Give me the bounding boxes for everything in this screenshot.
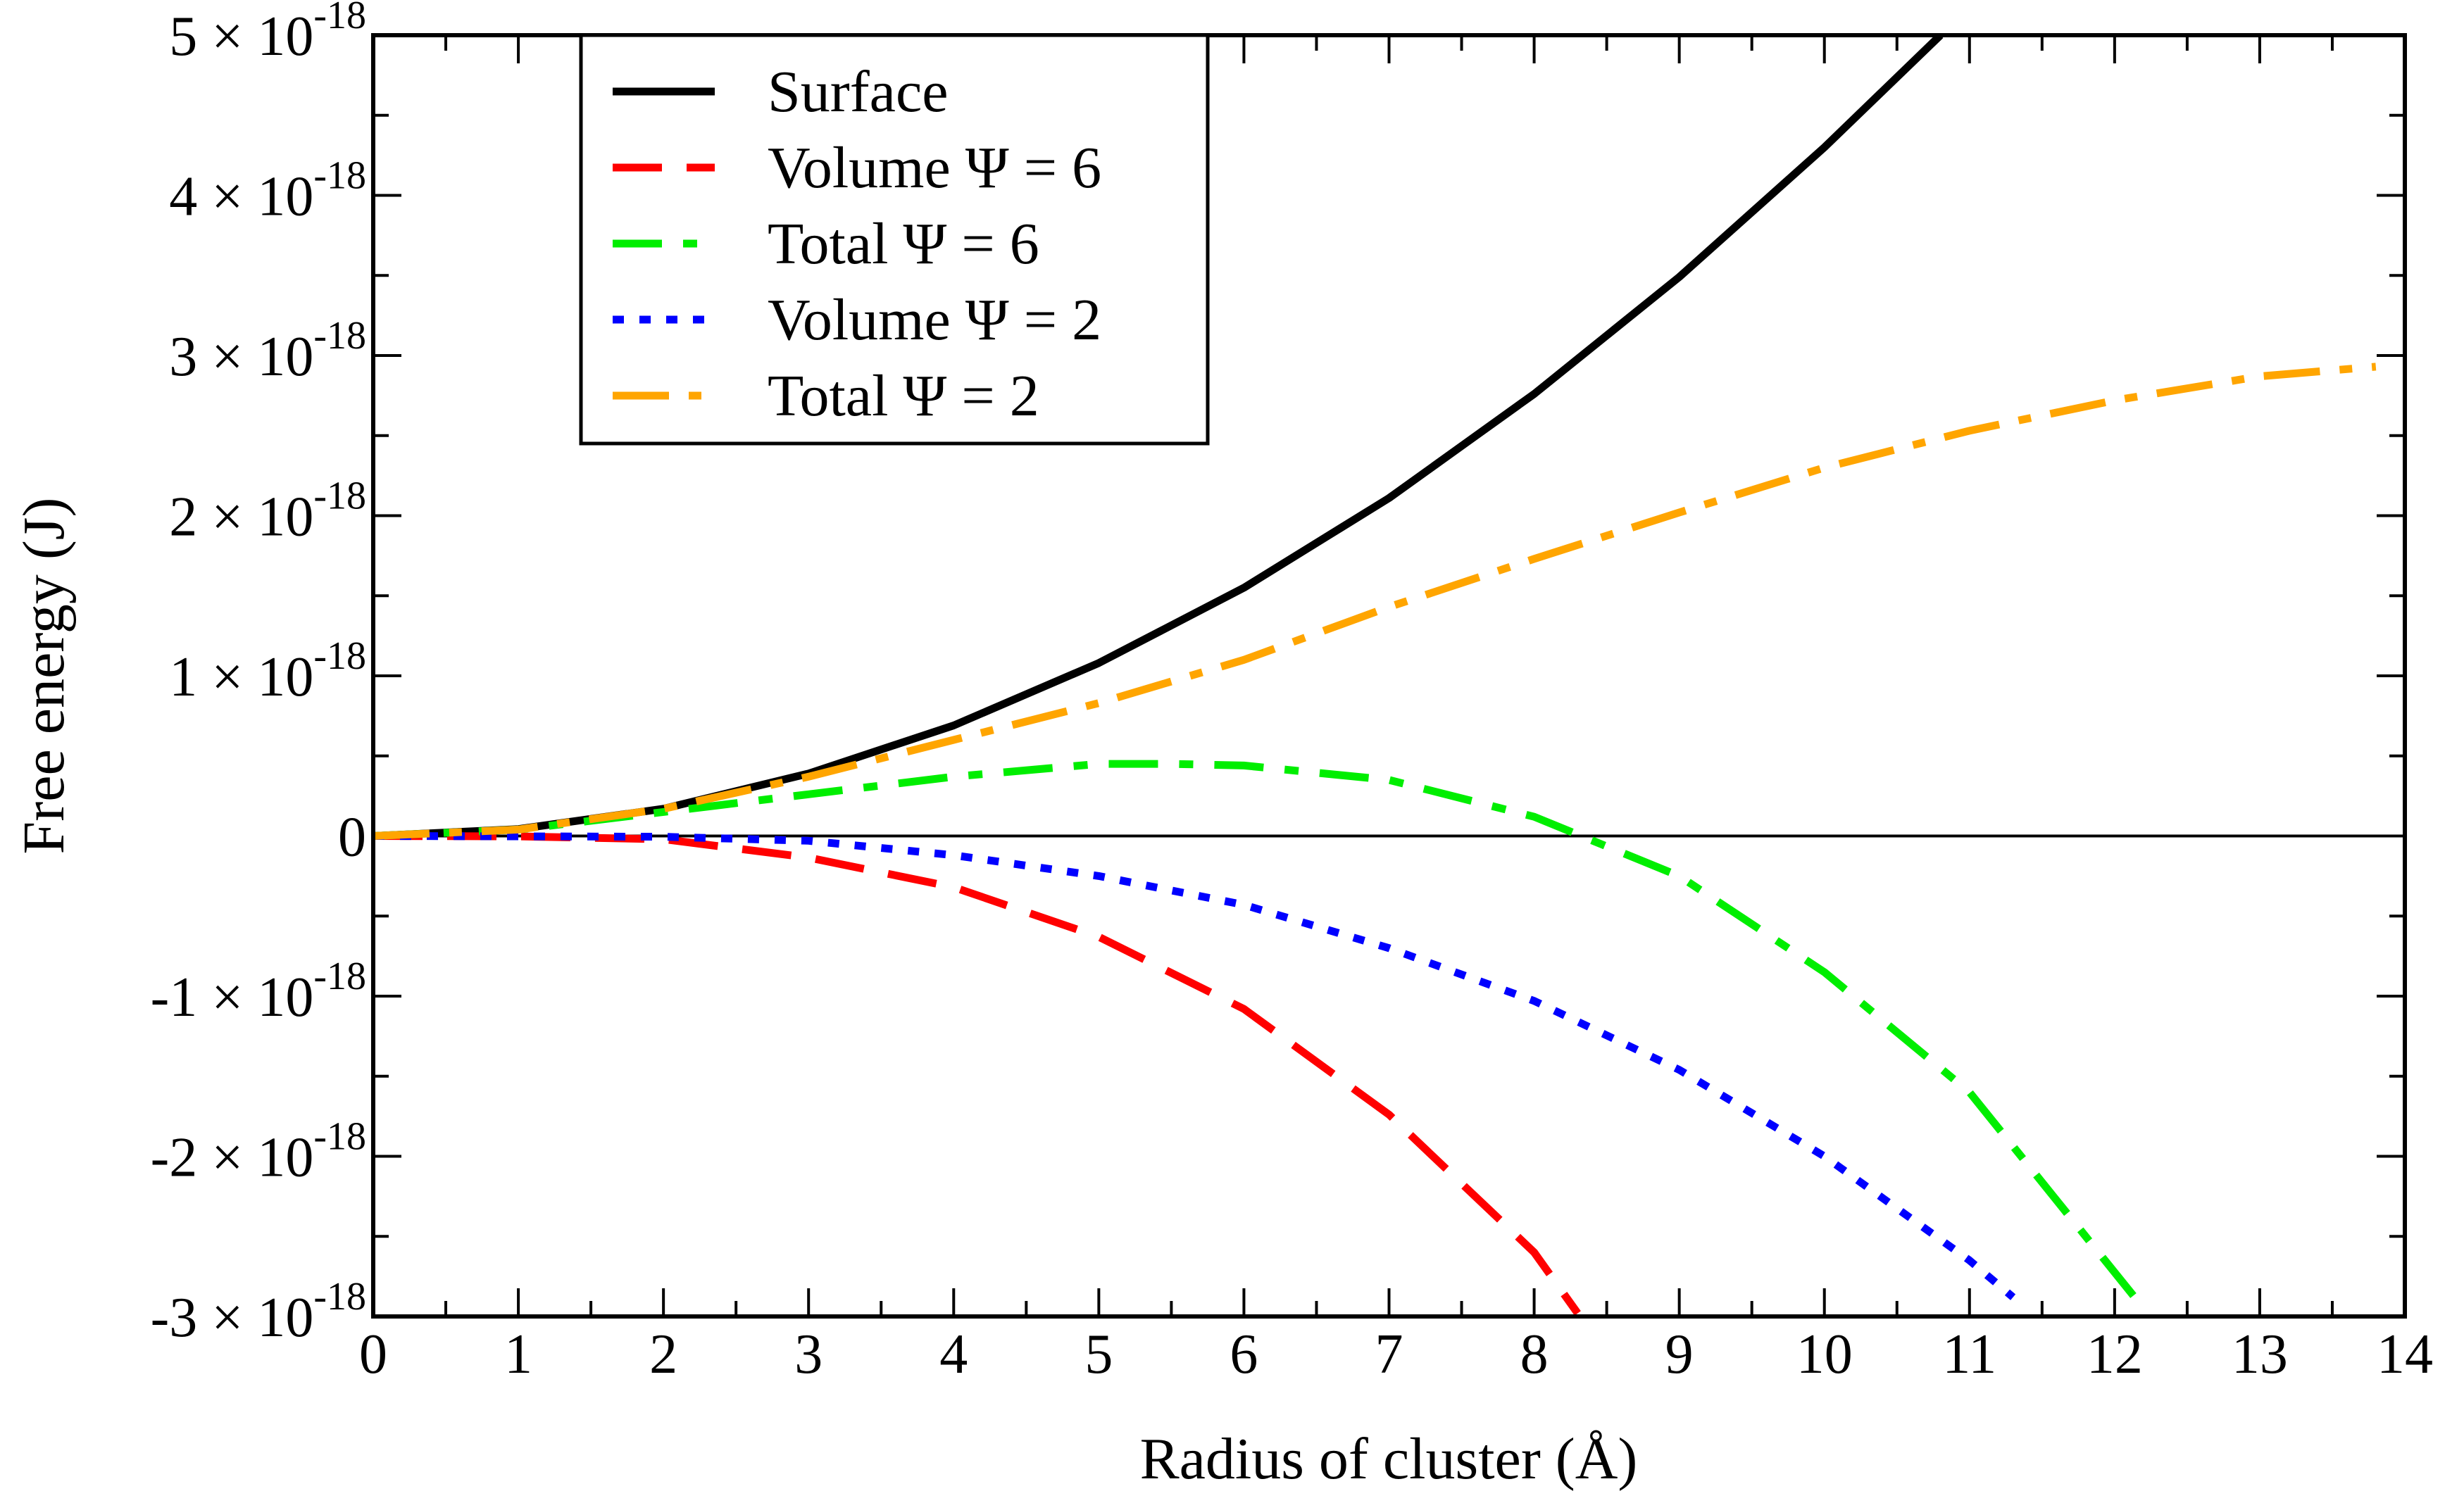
legend: Surface Volume Ψ = 6 Total Ψ = 6 Volume Ψ =… bbox=[579, 33, 1210, 446]
y-tick-label: -3 × 10-18 bbox=[151, 1275, 366, 1349]
y-tick-label: 3 × 10-18 bbox=[169, 314, 366, 388]
x-axis-title: Radius of cluster (Å) bbox=[1140, 1426, 1638, 1492]
x-tick-label: 0 bbox=[359, 1323, 387, 1385]
legend-label: Volume Ψ = 2 bbox=[768, 287, 1101, 353]
legend-label: Volume Ψ = 6 bbox=[768, 135, 1101, 201]
x-tick-labels: 0 1 2 3 4 5 6 7 8 9 10 11 12 13 14 bbox=[359, 1323, 2433, 1385]
y-tick-label: 4 × 10-18 bbox=[169, 154, 366, 228]
x-tick-label: 8 bbox=[1520, 1323, 1549, 1385]
x-tick-label: 3 bbox=[794, 1323, 823, 1385]
series-line-5 bbox=[373, 363, 2377, 840]
x-tick-label: 12 bbox=[2087, 1323, 2143, 1385]
y-tick-label: 2 × 10-18 bbox=[169, 474, 366, 548]
series-lines bbox=[373, 35, 2377, 1316]
legend-box bbox=[579, 33, 1210, 446]
y-tick-label: -2 × 10-18 bbox=[151, 1115, 366, 1189]
x-tick-label: 13 bbox=[2232, 1323, 2288, 1385]
legend-label: Total Ψ = 6 bbox=[768, 211, 1039, 277]
x-tick-label: 9 bbox=[1665, 1323, 1694, 1385]
y-tick-label: -1 × 10-18 bbox=[151, 955, 366, 1029]
plot-frame bbox=[371, 33, 2407, 1319]
series-line-4 bbox=[373, 832, 2016, 1300]
series-line-2 bbox=[373, 832, 1581, 1316]
legend-label: Surface bbox=[768, 59, 949, 125]
series-line-3 bbox=[373, 760, 2147, 1312]
x-tick-label: 4 bbox=[939, 1323, 968, 1385]
x-tick-label: 5 bbox=[1084, 1323, 1113, 1385]
legend-label: Total Ψ = 2 bbox=[768, 363, 1039, 429]
y-tick-label: 1 × 10-18 bbox=[169, 634, 366, 708]
x-tick-label: 1 bbox=[504, 1323, 532, 1385]
x-tick-label: 14 bbox=[2377, 1323, 2433, 1385]
y-axis-title: Free energy (J) bbox=[11, 498, 77, 855]
y-tick-label: 5 × 10-18 bbox=[169, 0, 366, 68]
y-tick-labels: -3 × 10-18 -2 × 10-18 -1 × 10-18 0 1 × 10-18… bbox=[151, 0, 366, 1349]
x-tick-label: 7 bbox=[1375, 1323, 1403, 1385]
y-tick-label: 0 bbox=[338, 807, 366, 869]
x-tick-label: 10 bbox=[1796, 1323, 1853, 1385]
x-tick-label: 6 bbox=[1230, 1323, 1258, 1385]
x-tick-label: 11 bbox=[1942, 1323, 1996, 1385]
x-tick-label: 2 bbox=[649, 1323, 677, 1385]
